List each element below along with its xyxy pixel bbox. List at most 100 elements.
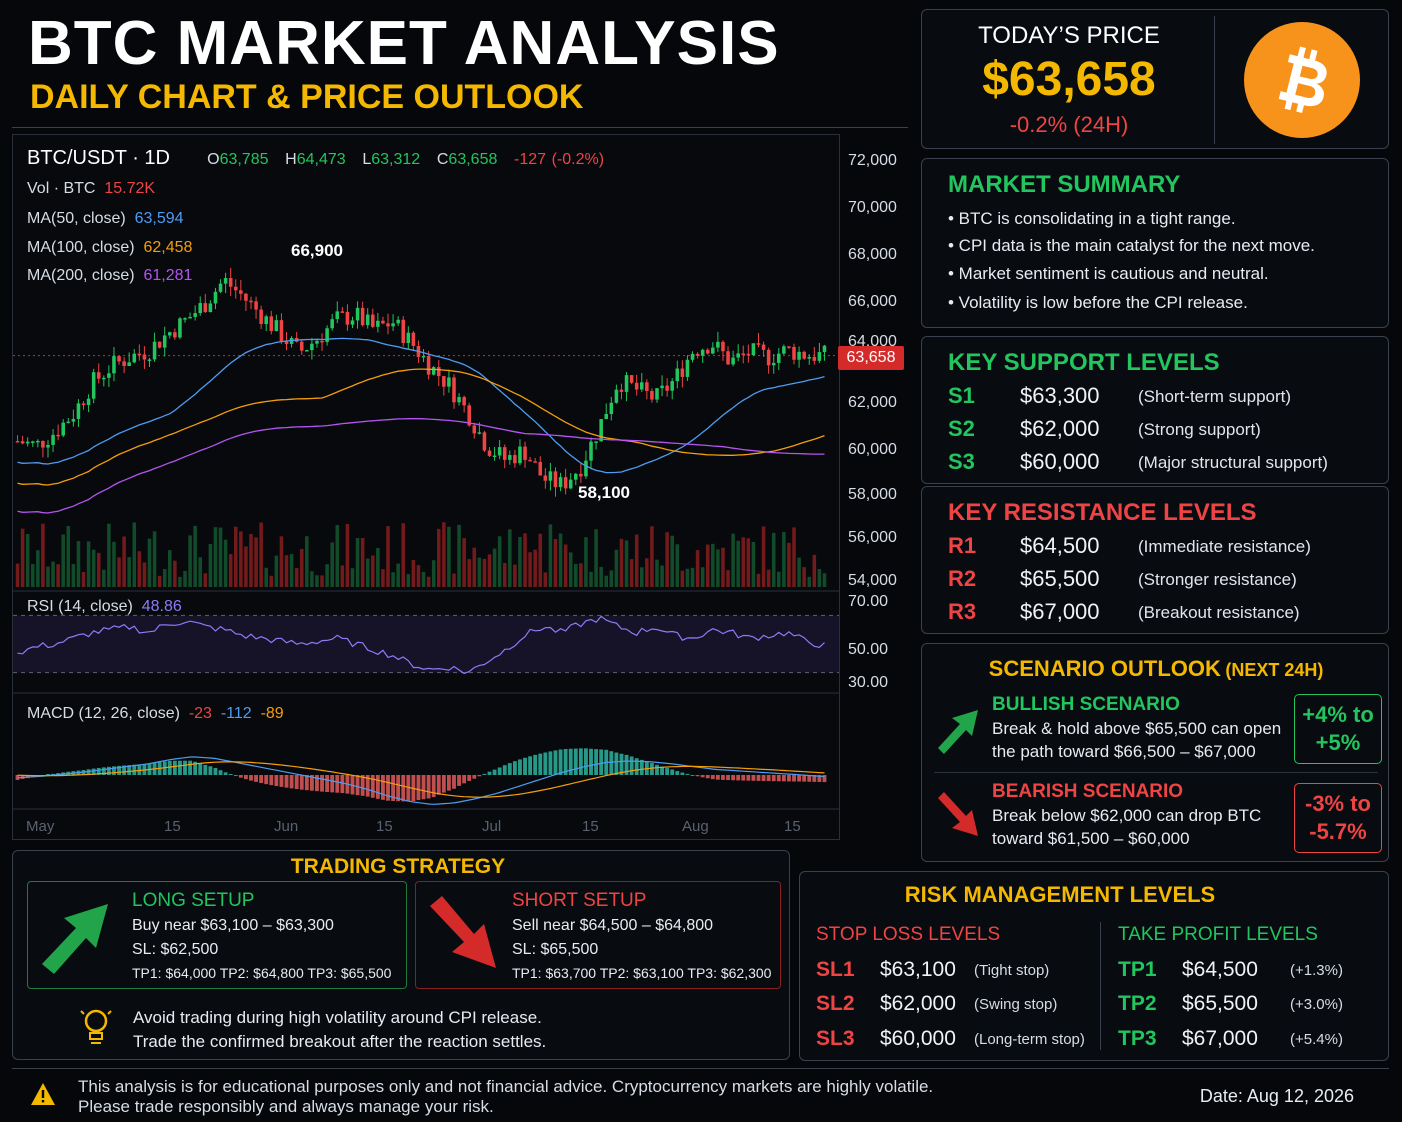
candle-body [497,447,502,456]
current-price-tag: 63,658 [838,346,904,370]
candle-body [233,286,238,291]
volume-bar [264,567,268,587]
market-summary-panel: MARKET SUMMARY • BTC is consolidating in… [921,158,1389,328]
macd-hist-bar [746,775,751,781]
candle-body [340,311,345,313]
candle-body [431,367,436,375]
candle-body [421,356,426,358]
candle-body [639,382,644,390]
macd-hist-bar [431,775,436,798]
ohlc-high: 64,473 [296,151,346,168]
volume-bar [645,558,649,587]
resistance-code: R2 [948,566,977,591]
volume-bar [467,559,471,587]
candle-body [96,372,101,379]
macd-hist-bar [812,775,817,782]
macd-hist-bar [599,749,604,775]
support-price: $63,300 [1020,383,1100,408]
risk-title: RISK MANAGEMENT LEVELS [904,882,1216,907]
candle-body [528,459,532,462]
macd-hist-bar [259,775,264,784]
volume-bar [269,575,274,587]
candle-body [548,471,553,481]
candle-body [335,311,340,320]
candle-body [310,343,314,351]
candle-body [183,318,187,320]
volume-bar [178,576,182,587]
rsi-value: 48.86 [141,598,182,615]
candle-body [457,397,461,403]
macd-hist-bar [243,775,248,780]
tp-price: $67,000 [1182,1027,1258,1050]
price-chart[interactable]: BTC/USDT · 1D O63,785 H64,473 L63,312 C6… [12,134,840,840]
volume-bar [396,563,400,587]
summary-bullet: • Market sentiment is cautious and neutr… [948,264,1269,283]
tp-code: TP3 [1118,1027,1157,1050]
macd-hist-bar [375,775,380,799]
candle-body [107,373,111,378]
resistance-note: (Immediate resistance) [1138,537,1311,556]
candle-body [188,316,192,319]
support-note: (Major structural support) [1138,453,1328,472]
candle-body [365,314,370,326]
volume-bar [61,534,65,587]
macd-hist-bar [781,775,786,782]
macd-hist-bar [137,764,142,775]
macd-hist-bar [193,761,198,775]
macd-hist-bar [523,757,527,775]
macd-hist-bar [269,775,274,786]
x-tick: 15 [376,818,393,835]
macd-hist-bar [594,749,599,775]
volume-bar [132,522,137,587]
macd-hist-bar [294,775,299,790]
volume-bar [325,564,329,587]
macd-line-value: -112 [220,705,252,722]
volume-bar [487,554,492,587]
bearish-heading: BEARISH SCENARIO [992,781,1184,802]
macd-hist-bar [629,756,634,775]
candle-body [147,359,152,361]
candle-body [645,382,649,392]
volume-bar [15,563,20,587]
ma200-value: 61,281 [143,267,193,284]
y-tick: 64,000 [848,333,897,350]
macd-hist-bar [188,760,193,775]
bullish-arrow-icon [934,704,982,754]
bullish-text-1: Break & hold above $65,500 can open [992,719,1282,738]
volume-bar [71,564,76,587]
rsi-band [13,615,839,673]
candle-body [71,418,76,422]
volume-bar [320,575,324,587]
candle-body [695,353,700,356]
chart-canvas[interactable] [13,135,839,839]
volume-bar [406,574,411,587]
macd-hist-bar [249,775,253,781]
volume-bar [76,541,81,587]
rsi-tick: 70.00 [848,593,889,610]
candle-body [533,461,537,463]
volume-bar [25,534,30,587]
volume-bar [492,548,497,587]
candle-body [376,320,380,327]
todays-price-value: $63,658 [982,53,1156,106]
volume-bar [700,567,705,587]
volume-bar [548,524,553,587]
candle-body [411,332,416,346]
support-code: S2 [948,416,975,441]
candle-body [386,323,390,327]
volume-bar [96,552,101,587]
ohlc-close: 63,658 [448,151,498,168]
bearish-text-1: Break below $62,000 can drop BTC [992,806,1262,825]
volume-bar [629,559,634,587]
sl-note: (Long-term stop) [974,1031,1085,1048]
resistance-note: (Breakout resistance) [1138,603,1300,622]
candle-body [391,323,395,327]
report-date: Date: Aug 12, 2026 [1199,1086,1354,1106]
macd-hist-bar [452,775,456,789]
page-title: BTC MARKET ANALYSIS [28,9,780,78]
macd-hist-bar [705,775,710,779]
macd-hist-bar [578,748,583,775]
volume-bar [777,571,781,587]
y-tick: 58,000 [848,486,897,503]
candle-body [655,388,659,400]
